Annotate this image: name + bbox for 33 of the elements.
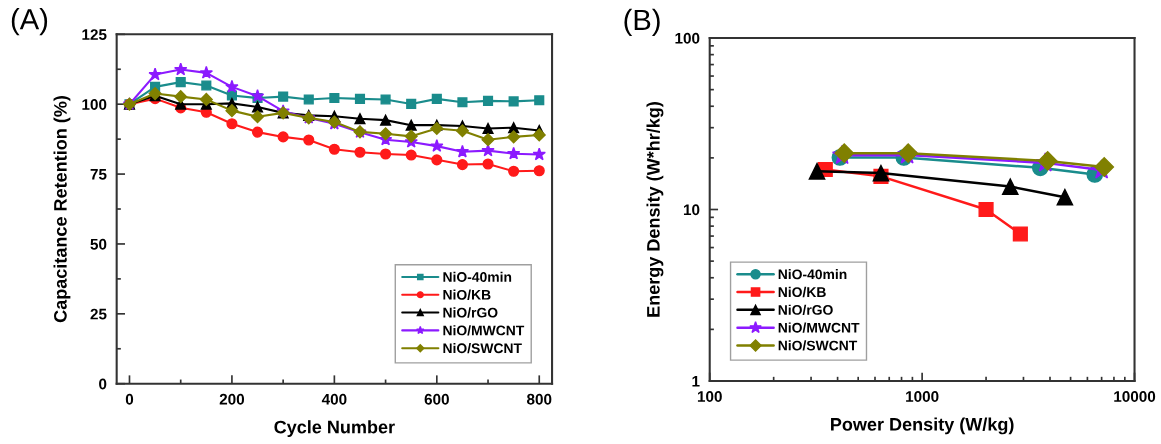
x-axis-title: Power Density (W/kg) (831, 417, 1014, 435)
x-tick-label: 800 (526, 393, 552, 405)
x-tick-label: 100 (697, 391, 722, 402)
legend-label: NiO/SWCNT (443, 342, 522, 354)
y-tick-label: 25 (90, 308, 107, 320)
y-axis-title: Capacitance Retention (%) (53, 96, 71, 323)
legend-label: NiO/rGO (443, 307, 498, 318)
y-tick-label: 100 (82, 99, 107, 110)
legend-label: NiO/MWCNT (778, 322, 860, 333)
x-tick-label: 10000 (1114, 391, 1156, 402)
x-tick-label: 400 (321, 393, 347, 405)
y-tick-label: 0 (99, 378, 107, 390)
legend-label: NiO-40min (443, 271, 512, 282)
x-tick-label: 0 (125, 393, 134, 405)
legend-label: NiO/SWCNT (778, 340, 858, 351)
y-tick-label: 75 (90, 169, 107, 180)
legend-label: NiO/rGO (778, 304, 833, 315)
y-tick-label: 10 (683, 204, 700, 216)
legend-label: NiO/MWCNT (443, 325, 525, 336)
text: (A) (11, 8, 48, 36)
legend-label: NiO-40min (778, 269, 847, 280)
y-tick-label: 100 (675, 32, 700, 44)
legend-label: NiO/KB (778, 286, 826, 298)
y-tick-label: 1 (692, 376, 700, 387)
y-tick-label: 50 (90, 238, 107, 250)
text: (B) (624, 8, 660, 37)
x-tick-label: 600 (424, 393, 449, 405)
x-tick-label: 200 (219, 393, 245, 405)
y-tick-label: 125 (82, 29, 107, 41)
x-axis-title: Cycle Number (274, 420, 395, 437)
x-tick-label: 1000 (906, 391, 939, 402)
legend-label: NiO/KB (443, 289, 491, 300)
y-axis-title: Energy Density (W*hr/kg) (646, 102, 664, 317)
